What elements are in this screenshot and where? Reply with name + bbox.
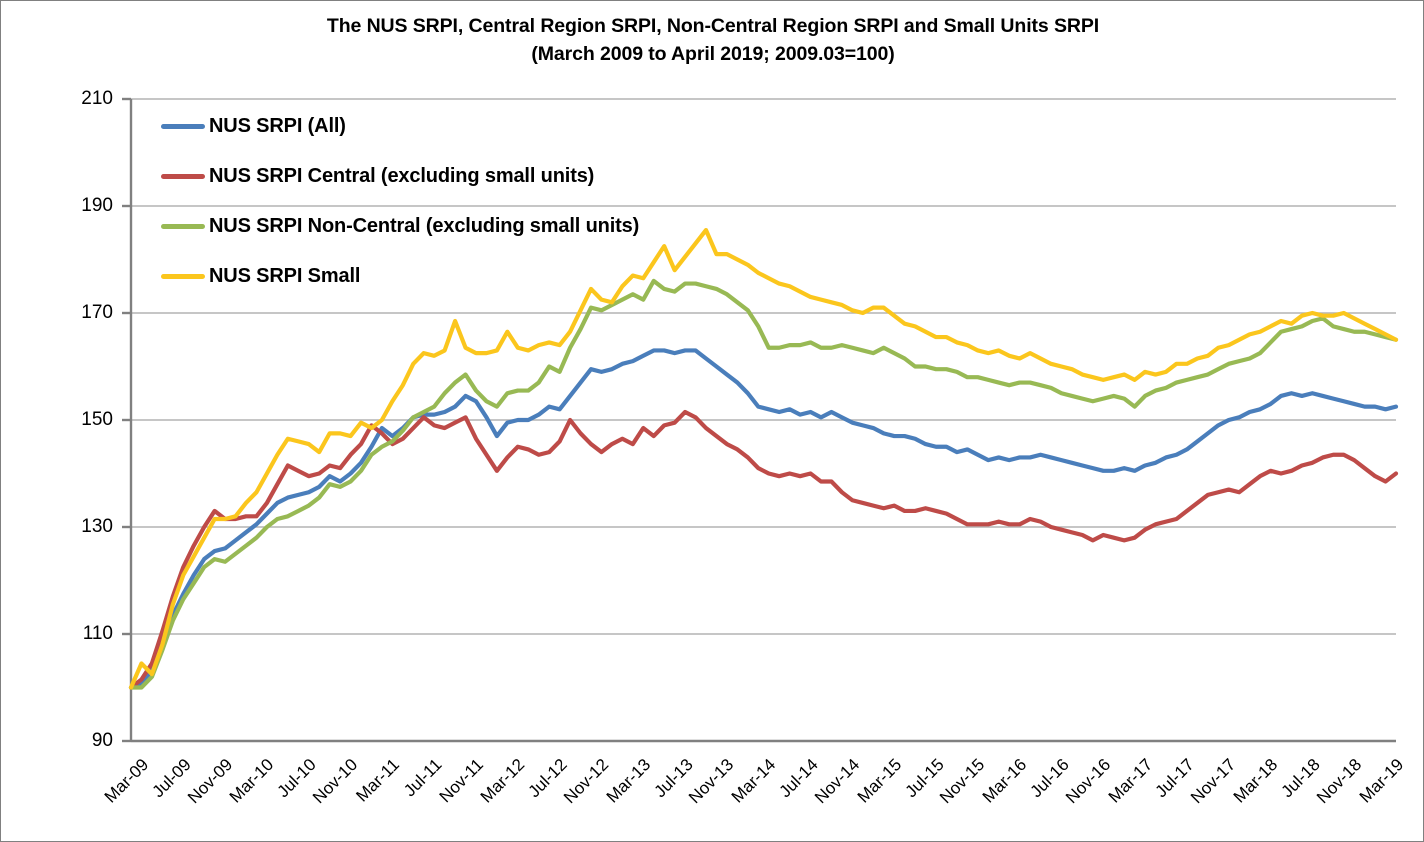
y-tick-label-110: 110	[82, 623, 113, 644]
legend-label-3: NUS SRPI Small	[209, 264, 361, 287]
legend-label-2: NUS SRPI Non-Central (excluding small un…	[209, 214, 640, 237]
legend-entry-3[interactable]: NUS SRPI Small	[161, 264, 360, 288]
series-line-1	[128, 409, 1399, 690]
chart-title-line2: (March 2009 to April 2019; 2009.03=100)	[531, 42, 895, 65]
y-tick-label-170: 170	[81, 302, 113, 323]
legend-label-1: NUS SRPI Central (excluding small units)	[209, 164, 595, 187]
y-tick-label-90: 90	[91, 730, 113, 751]
y-tick-label-210: 210	[81, 88, 113, 109]
series-line-0	[128, 348, 1399, 690]
legend-color-swatch-0	[161, 123, 205, 129]
y-tick-marks	[122, 97, 131, 743]
legend-color-swatch-1	[161, 173, 205, 179]
y-tick-label-190: 190	[81, 195, 113, 216]
series-line-3	[128, 227, 1399, 690]
gridlines	[131, 98, 1396, 635]
y-tick-label-150: 150	[81, 409, 113, 430]
legend-color-swatch-2	[161, 223, 205, 229]
series-line-2	[128, 278, 1399, 690]
chart-title: The NUS SRPI, Central Region SRPI, Non-C…	[1, 13, 1423, 68]
legend-entry-1[interactable]: NUS SRPI Central (excluding small units)	[161, 164, 594, 188]
series-lines	[128, 227, 1399, 690]
chart-title-line1: The NUS SRPI, Central Region SRPI, Non-C…	[326, 15, 1100, 37]
legend-color-swatch-3	[161, 273, 205, 279]
legend-entry-0[interactable]: NUS SRPI (All)	[161, 114, 346, 138]
legend-label-0: NUS SRPI (All)	[209, 114, 346, 137]
legend-entry-2[interactable]: NUS SRPI Non-Central (excluding small un…	[161, 214, 639, 238]
y-tick-label-130: 130	[81, 516, 113, 537]
